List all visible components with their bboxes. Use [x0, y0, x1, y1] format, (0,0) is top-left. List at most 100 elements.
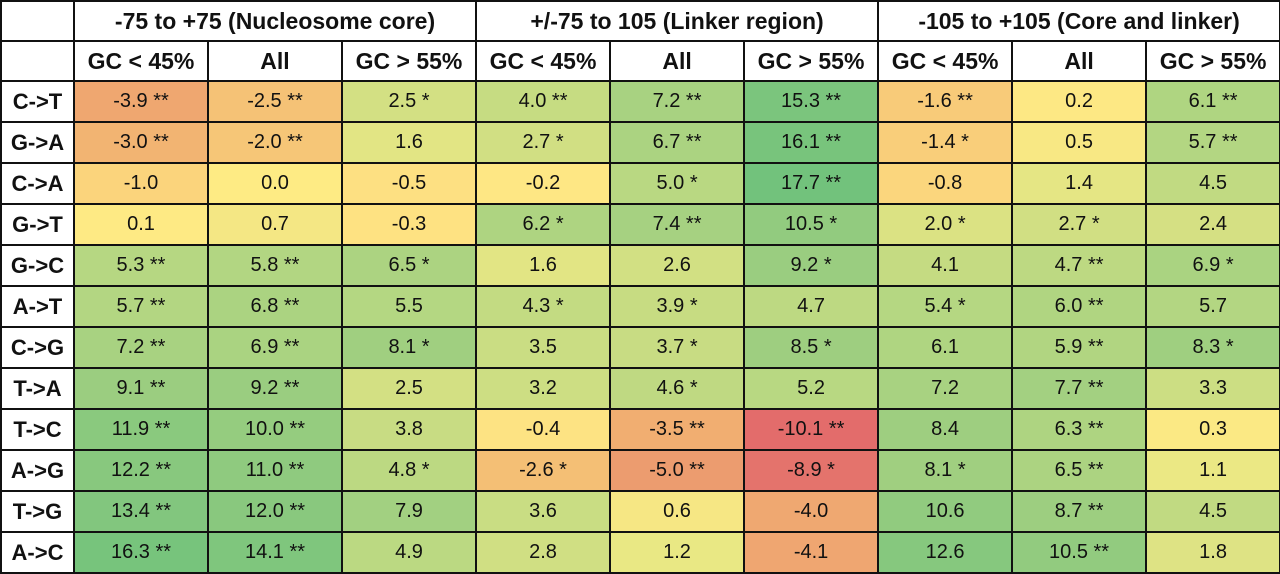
row-label: G->A	[0, 121, 75, 164]
value-cell: 9.2 *	[743, 244, 880, 287]
value-cell: 2.5 *	[340, 80, 478, 123]
value-cell: 0.1	[73, 203, 209, 246]
subheader-gc-low: GC < 45%	[73, 40, 209, 82]
value-cell: 5.2	[743, 367, 880, 410]
table-row: C->G 7.2 ** 6.9 ** 8.1 * 3.5 3.7 * 8.5 * 6.1 5.9…	[0, 326, 1280, 369]
value-cell: 6.1 **	[1145, 80, 1280, 123]
value-cell: 10.6	[877, 490, 1014, 533]
value-cell: 8.3 *	[1145, 326, 1280, 369]
value-cell: -3.5 **	[609, 408, 746, 451]
value-cell: 5.3 **	[73, 244, 209, 287]
row-label: C->T	[0, 80, 75, 123]
subheader-all: All	[1011, 40, 1148, 82]
value-cell: -3.0 **	[73, 121, 209, 164]
group-header-linker-region: +/-75 to 105 (Linker region)	[475, 0, 880, 42]
table-row: G->C 5.3 ** 5.8 ** 6.5 * 1.6 2.6 9.2 * 4.1 4.7 *…	[0, 244, 1280, 287]
value-cell: -2.5 **	[207, 80, 343, 123]
value-cell: 3.6	[475, 490, 612, 533]
row-label: G->T	[0, 203, 75, 246]
value-cell: 11.9 **	[73, 408, 209, 451]
value-cell: 5.7	[1145, 285, 1280, 328]
value-cell: 2.5	[340, 367, 478, 410]
value-cell: 14.1 **	[207, 531, 343, 574]
value-cell: 10.5 **	[1011, 531, 1148, 574]
value-cell: 3.3	[1145, 367, 1280, 410]
value-cell: -1.6 **	[877, 80, 1014, 123]
row-label: A->C	[0, 531, 75, 574]
value-cell: 5.4 *	[877, 285, 1014, 328]
value-cell: 7.2 **	[73, 326, 209, 369]
table-row: A->C 16.3 ** 14.1 ** 4.9 2.8 1.2 -4.1 12.6 10.5 …	[0, 531, 1280, 574]
value-cell: 13.4 **	[73, 490, 209, 533]
value-cell: 6.0 **	[1011, 285, 1148, 328]
value-cell: -2.6 *	[475, 449, 612, 492]
value-cell: -4.1	[743, 531, 880, 574]
value-cell: -0.3	[340, 203, 478, 246]
value-cell: 7.2 **	[609, 80, 746, 123]
value-cell: -4.0	[743, 490, 880, 533]
value-cell: 5.0 *	[609, 162, 746, 205]
value-cell: 16.1 **	[743, 121, 880, 164]
row-label: T->G	[0, 490, 75, 533]
value-cell: 6.5 *	[340, 244, 478, 287]
value-cell: 3.8	[340, 408, 478, 451]
value-cell: 7.7 **	[1011, 367, 1148, 410]
subheader-all: All	[609, 40, 746, 82]
value-cell: 9.2 **	[207, 367, 343, 410]
value-cell: 7.9	[340, 490, 478, 533]
value-cell: -5.0 **	[609, 449, 746, 492]
value-cell: 5.7 **	[1145, 121, 1280, 164]
value-cell: 1.6	[475, 244, 612, 287]
group-header-row: -75 to +75 (Nucleosome core) +/-75 to 10…	[0, 0, 1280, 42]
value-cell: 5.8 **	[207, 244, 343, 287]
value-cell: 4.3 *	[475, 285, 612, 328]
value-cell: 5.5	[340, 285, 478, 328]
value-cell: 2.6	[609, 244, 746, 287]
subheader-gc-high: GC > 55%	[743, 40, 880, 82]
value-cell: -0.2	[475, 162, 612, 205]
row-label: A->T	[0, 285, 75, 328]
value-cell: 4.9	[340, 531, 478, 574]
value-cell: 6.3 **	[1011, 408, 1148, 451]
table-row: T->G 13.4 ** 12.0 ** 7.9 3.6 0.6 -4.0 10.6 8.7 *…	[0, 490, 1280, 533]
value-cell: 8.1 *	[877, 449, 1014, 492]
value-cell: 9.1 **	[73, 367, 209, 410]
value-cell: 1.2	[609, 531, 746, 574]
value-cell: 3.7 *	[609, 326, 746, 369]
value-cell: 6.9 *	[1145, 244, 1280, 287]
table-row: T->A 9.1 ** 9.2 ** 2.5 3.2 4.6 * 5.2 7.2 7.7 ** 3…	[0, 367, 1280, 410]
value-cell: 4.5	[1145, 490, 1280, 533]
subheader-gc-low: GC < 45%	[877, 40, 1014, 82]
value-cell: 10.5 *	[743, 203, 880, 246]
value-cell: 7.4 **	[609, 203, 746, 246]
row-label: A->G	[0, 449, 75, 492]
group-header-core-and-linker: -105 to +105 (Core and linker)	[877, 0, 1280, 42]
value-cell: 17.7 **	[743, 162, 880, 205]
value-cell: -0.4	[475, 408, 612, 451]
value-cell: 1.1	[1145, 449, 1280, 492]
corner-cell	[0, 0, 75, 42]
table-row: G->T 0.1 0.7 -0.3 6.2 * 7.4 ** 10.5 * 2.0 * 2.7 …	[0, 203, 1280, 246]
subheader-gc-high: GC > 55%	[340, 40, 478, 82]
table-row: T->C 11.9 ** 10.0 ** 3.8 -0.4 -3.5 ** -10.1 **…	[0, 408, 1280, 451]
value-cell: 3.5	[475, 326, 612, 369]
value-cell: 2.7 *	[1011, 203, 1148, 246]
value-cell: -8.9 *	[743, 449, 880, 492]
value-cell: 6.7 **	[609, 121, 746, 164]
value-cell: 0.6	[609, 490, 746, 533]
value-cell: -0.8	[877, 162, 1014, 205]
value-cell: 8.7 **	[1011, 490, 1148, 533]
value-cell: -0.5	[340, 162, 478, 205]
value-cell: 1.8	[1145, 531, 1280, 574]
value-cell: 1.6	[340, 121, 478, 164]
value-cell: 4.8 *	[340, 449, 478, 492]
value-cell: 7.2	[877, 367, 1014, 410]
value-cell: 12.2 **	[73, 449, 209, 492]
value-cell: 2.0 *	[877, 203, 1014, 246]
value-cell: 6.1	[877, 326, 1014, 369]
subheader-gc-high: GC > 55%	[1145, 40, 1280, 82]
value-cell: 8.5 *	[743, 326, 880, 369]
value-cell: 4.1	[877, 244, 1014, 287]
row-label: T->C	[0, 408, 75, 451]
value-cell: 3.9 *	[609, 285, 746, 328]
